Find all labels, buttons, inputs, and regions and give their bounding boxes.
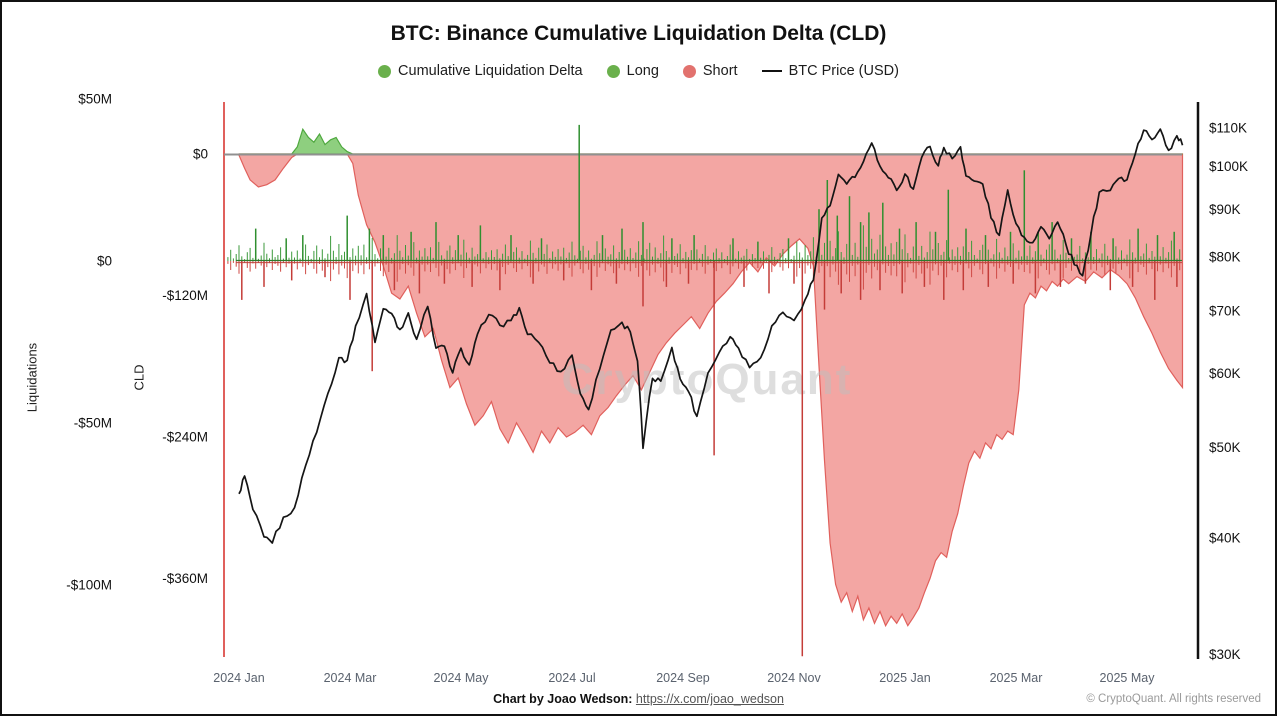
- credit-link[interactable]: https://x.com/joao_wedson: [635, 692, 784, 706]
- x-tick-label: 2025 Jan: [879, 671, 930, 685]
- price-tick-label: $80K: [1209, 250, 1241, 265]
- chart-title: BTC: Binance Cumulative Liquidation Delt…: [390, 22, 887, 45]
- legend-line-marker: [761, 69, 782, 73]
- price-tick-label: $60K: [1209, 366, 1241, 381]
- axis-tick-labels: $50M $0 -$50M -$100M $0 -$120M -$240M -$360M $11…: [66, 92, 1248, 686]
- x-tick-label: 2024 Jan: [213, 671, 264, 685]
- legend-item-3[interactable]: BTC Price (USD): [761, 63, 899, 79]
- x-tick-label: 2024 May: [434, 671, 490, 685]
- legend-item-0[interactable]: Cumulative Liquidation Delta: [378, 63, 583, 79]
- cld-positive-area: [239, 127, 1183, 155]
- legend-dot-icon: [378, 64, 392, 78]
- liq-tick-label: $50M: [78, 92, 112, 107]
- x-tick-label: 2025 Mar: [990, 671, 1043, 685]
- legend-label: Long: [626, 63, 659, 79]
- cld-tick-label: -$360M: [162, 571, 208, 586]
- x-tick-label: 2024 Sep: [656, 671, 710, 685]
- price-tick-label: $90K: [1209, 202, 1241, 217]
- cld-tick-label: -$240M: [162, 430, 208, 445]
- credit-author: Chart by Joao Wedson:: [493, 692, 633, 706]
- legend-item-1[interactable]: Long: [606, 63, 659, 79]
- copyright-notice: © CryptoQuant. All rights reserved: [1086, 693, 1261, 705]
- liq-tick-label: -$50M: [74, 416, 112, 431]
- liq-tick-label: $0: [97, 254, 112, 269]
- legend-item-2[interactable]: Short: [682, 63, 738, 79]
- x-tick-label: 2025 May: [1100, 671, 1156, 685]
- cld-tick-label: -$120M: [162, 288, 208, 303]
- x-tick-label: 2024 Nov: [767, 671, 821, 685]
- legend-dot-icon: [606, 64, 620, 78]
- x-tick-label: 2024 Jul: [548, 671, 595, 685]
- price-tick-label: $70K: [1209, 304, 1241, 319]
- legend-label: Cumulative Liquidation Delta: [398, 63, 583, 79]
- price-tick-label: $30K: [1209, 647, 1241, 662]
- liq-tick-label: -$100M: [66, 578, 112, 593]
- cld-tick-label: $0: [193, 147, 208, 162]
- price-tick-label: $40K: [1209, 530, 1241, 545]
- x-tick-label: 2024 Mar: [324, 671, 377, 685]
- price-tick-label: $110K: [1209, 121, 1247, 136]
- legend-label: Short: [702, 63, 738, 79]
- btc-price-line: [238, 128, 1184, 544]
- price-tick-label: $50K: [1209, 440, 1241, 455]
- chart-credit: Chart by Joao Wedson: https://x.com/joao…: [2, 692, 1275, 706]
- price-tick-label: $100K: [1209, 159, 1248, 174]
- chart-legend: Cumulative Liquidation Delta Long Short BTC…: [2, 63, 1275, 79]
- legend-label: BTC Price (USD): [788, 63, 899, 79]
- legend-dot-icon: [682, 64, 696, 78]
